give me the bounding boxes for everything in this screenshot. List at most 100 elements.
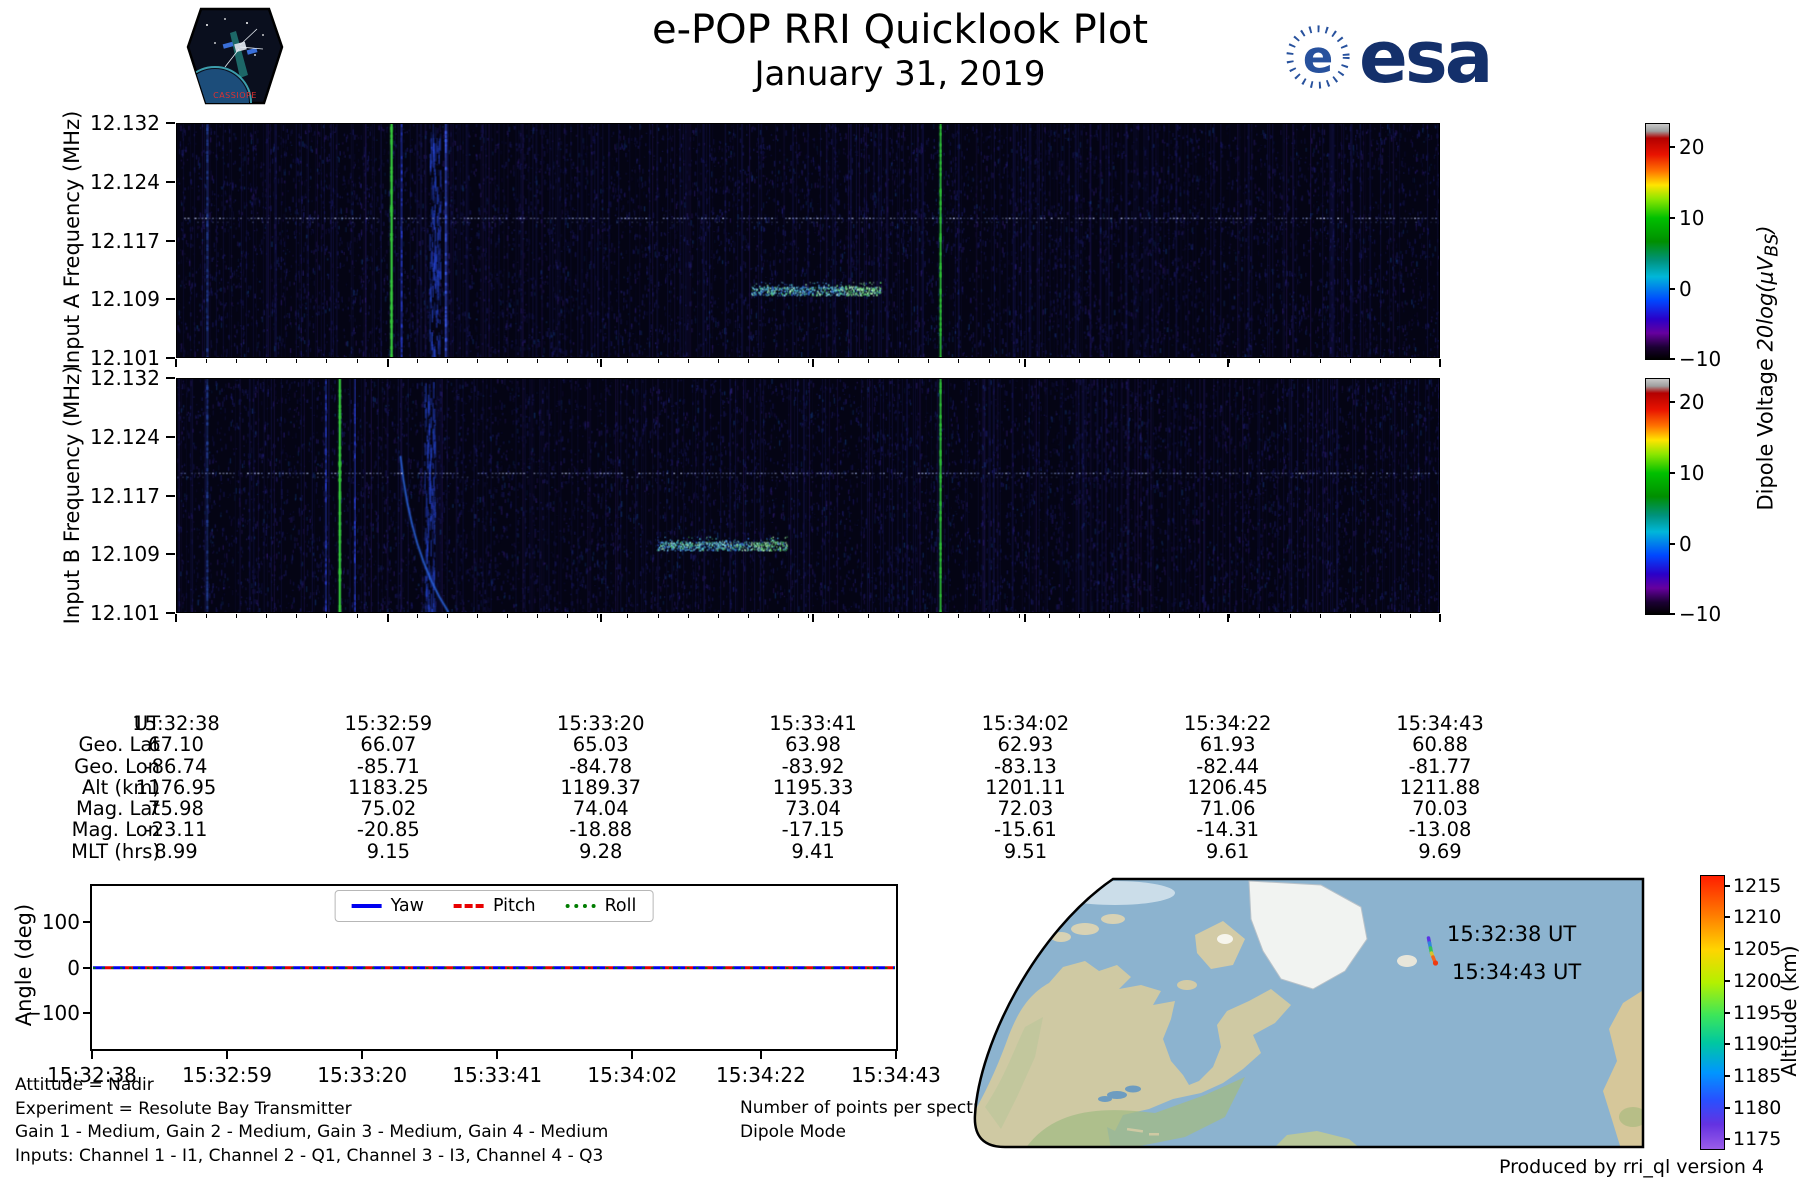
x-minor-tick <box>296 614 298 618</box>
angle-x-tick <box>759 1051 762 1059</box>
input-a-plot-area <box>176 123 1440 358</box>
x-major-tick <box>175 614 177 622</box>
voltage-colorbar-tick-label: −10 <box>1679 602 1722 626</box>
freq-tick-mark <box>166 377 175 379</box>
pitch-line-sample <box>453 904 484 908</box>
x-minor-tick <box>1259 614 1261 618</box>
x-minor-tick <box>777 359 779 363</box>
freq-tick-label: 12.117 <box>90 228 160 253</box>
input-a-spectrogram: 12.132 12.124 12.117 12.109 12.101 <box>90 111 1441 370</box>
x-minor-tick <box>386 359 388 363</box>
altitude-colorbar-tick-label: 1180 <box>1733 1096 1782 1119</box>
freq-tick-mark <box>166 122 175 124</box>
legend-entry-yaw: Yaw <box>351 896 424 916</box>
x-minor-tick <box>777 614 779 618</box>
ephemeris-value: 9.15 <box>366 839 411 863</box>
ephemeris-value: -85.71 <box>356 754 420 778</box>
ephemeris-value: 1211.88 <box>1399 775 1481 799</box>
x-minor-tick <box>386 614 388 618</box>
x-minor-tick <box>476 614 478 618</box>
plot-date: January 31, 2019 <box>754 54 1046 94</box>
ephemeris-row-label: UT <box>133 712 160 735</box>
ephemeris-value: -20.85 <box>356 818 420 842</box>
altitude-colorbar-tick-label: 1190 <box>1733 1033 1782 1056</box>
freq-tick-label: 12.101 <box>90 601 160 625</box>
ephemeris-value: -15.61 <box>993 818 1057 842</box>
roll-line-sample <box>565 904 596 908</box>
altitude-colorbar-tick-label: 1205 <box>1733 938 1782 960</box>
patch-cassiope-text: CASSIOPE <box>213 91 257 100</box>
x-minor-tick <box>356 614 358 618</box>
x-major-tick <box>1439 359 1441 367</box>
satellite-ground-track <box>1426 936 1439 966</box>
x-minor-tick <box>1379 614 1381 618</box>
angle-x-tick <box>496 1051 499 1059</box>
input-a-x-ticks <box>175 358 1441 368</box>
x-minor-tick <box>717 614 719 618</box>
x-major-tick <box>387 359 390 367</box>
patch-satellite <box>222 28 264 68</box>
input-b-spectrogram: 12.132 12.124 12.117 12.109 12.101 <box>90 366 1441 625</box>
ephemeris-value: 15:34:22 <box>1183 712 1272 735</box>
freq-tick-mark <box>166 612 175 614</box>
altitude-colorbar-tick <box>1724 916 1730 919</box>
x-major-tick <box>1226 614 1229 622</box>
ephemeris-row-label: Mag. Lat <box>75 797 160 821</box>
x-minor-tick <box>657 614 659 618</box>
ephemeris-row: Alt (km) 1176.95 1183.25 1189.37 1195.33 1201… <box>0 775 1800 799</box>
legend-entry-pitch: Pitch <box>453 896 536 916</box>
freq-tick-label: 12.117 <box>90 483 160 508</box>
x-minor-tick <box>1108 614 1110 618</box>
x-minor-tick <box>567 614 569 618</box>
ephemeris-value: 74.04 <box>572 797 629 821</box>
ephemeris-row: UT 15:32:38 15:32:59 15:33:20 15:33:41 15:34:… <box>0 712 1800 735</box>
yaw-line-sample <box>351 904 382 908</box>
x-major-tick <box>1024 359 1027 367</box>
ephemeris-value: 15:32:59 <box>344 712 433 735</box>
x-minor-tick <box>236 359 238 363</box>
ephemeris-value: 71.06 <box>1199 797 1256 821</box>
ephemeris-value: 9.69 <box>1418 839 1462 863</box>
ephemeris-value: -18.88 <box>569 818 633 842</box>
x-minor-tick <box>988 614 990 618</box>
x-minor-tick <box>1229 614 1231 618</box>
ephemeris-value: 9.51 <box>1003 839 1048 863</box>
voltage-colorbar-tick <box>1669 613 1675 615</box>
track-start-label: 15:32:38 UT <box>1447 922 1576 946</box>
ephemeris-value: 75.02 <box>360 797 417 821</box>
ephemeris-value: -83.92 <box>781 754 845 778</box>
ephemeris-value: -14.31 <box>1196 818 1260 842</box>
ephemeris-value: 67.10 <box>148 733 204 757</box>
x-minor-tick <box>1349 614 1351 618</box>
x-minor-tick <box>507 359 509 363</box>
ephemeris-row: Geo. Lat 67.10 66.07 65.03 63.98 62.93 61.93 60… <box>0 733 1800 757</box>
ephemeris-row-label: Alt (km) <box>81 775 160 799</box>
altitude-colorbar-tick <box>1724 1106 1730 1109</box>
ephemeris-value: 75.98 <box>148 797 204 821</box>
altitude-colorbar-tick-label: 1200 <box>1733 969 1782 992</box>
altitude-colorbar-tick <box>1724 1138 1730 1141</box>
ephemeris-row: MLT (hrs) 8.99 9.15 9.28 9.41 9.51 9.61 9.69 <box>0 839 1800 863</box>
x-major-tick <box>812 359 815 367</box>
ephemeris-value: 9.61 <box>1205 839 1250 863</box>
x-minor-tick <box>446 359 448 363</box>
x-minor-tick <box>958 614 960 618</box>
input-b-canvas <box>177 379 1439 612</box>
ephemeris-value: 70.03 <box>1412 797 1468 821</box>
angle-y-tick <box>83 921 90 924</box>
angle-x-tick-label: 15:32:59 <box>182 1063 272 1087</box>
x-major-tick <box>1439 614 1441 622</box>
ephemeris-value: -86.74 <box>144 754 208 778</box>
x-minor-tick <box>597 359 599 363</box>
angle-x-tick <box>895 1051 897 1059</box>
ephemeris-value: 9.41 <box>791 839 835 863</box>
gains-note: Gain 1 - Medium, Gain 2 - Medium, Gain 3… <box>15 1122 609 1142</box>
ephemeris-value: 15:34:02 <box>981 712 1070 735</box>
x-minor-tick <box>687 359 689 363</box>
angle-x-tick-label: 15:34:02 <box>587 1063 678 1087</box>
ephemeris-value: 66.07 <box>360 733 417 757</box>
x-minor-tick <box>717 359 719 363</box>
voltage-colorbar-tick-label: 0 <box>1679 276 1692 301</box>
angle-legend: Yaw Pitch Roll <box>334 890 654 922</box>
ephemeris-row: Mag. Lon -23.11 -20.85 -18.88 -17.15 -15.61 -1… <box>0 818 1800 842</box>
